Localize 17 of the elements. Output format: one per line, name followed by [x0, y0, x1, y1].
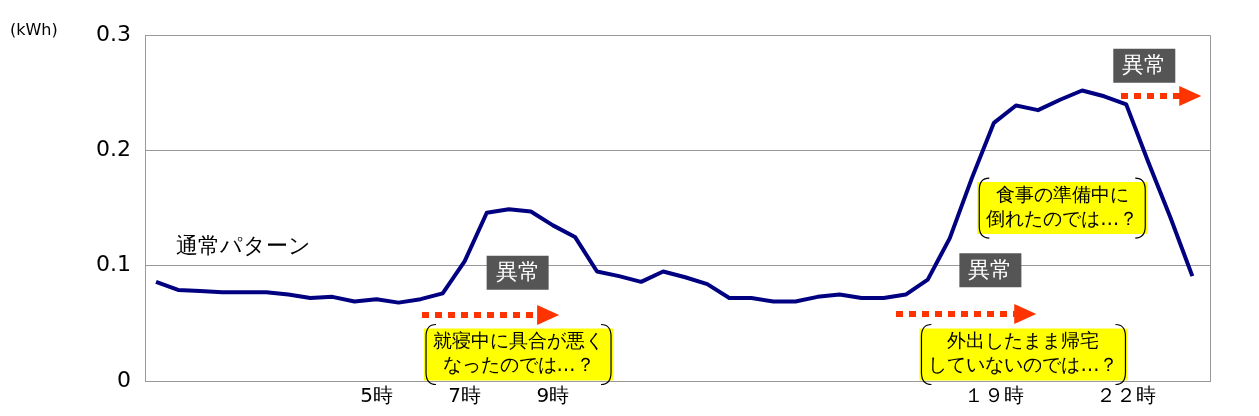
annotation: 異常	[1122, 52, 1167, 78]
x-tick-label: 7時	[448, 383, 482, 408]
y-tick-label: 0.3	[96, 20, 131, 46]
annotation: 異常	[495, 259, 540, 285]
y-tick-label: 0.2	[96, 136, 131, 162]
annotation: 外出したまま帰宅していないのでは…？	[928, 329, 1119, 376]
annotation: 就寝中に具合が悪くなったのでは…？	[433, 329, 605, 376]
x-tick-label: 9時	[536, 383, 570, 408]
y-tick-label: 0	[117, 366, 131, 392]
annotation: 食事の準備中に倒れたのでは…？	[986, 183, 1139, 230]
y-axis-title: (kWh)	[10, 20, 58, 40]
x-tick-label: １９時	[963, 383, 1024, 408]
y-tick-label: 0.1	[96, 251, 131, 277]
x-tick-label: 5時	[360, 383, 393, 408]
series-label: 通常パターン	[176, 232, 312, 258]
annotation: 異常	[968, 257, 1013, 283]
x-tick-label: ２２時	[1096, 383, 1157, 408]
